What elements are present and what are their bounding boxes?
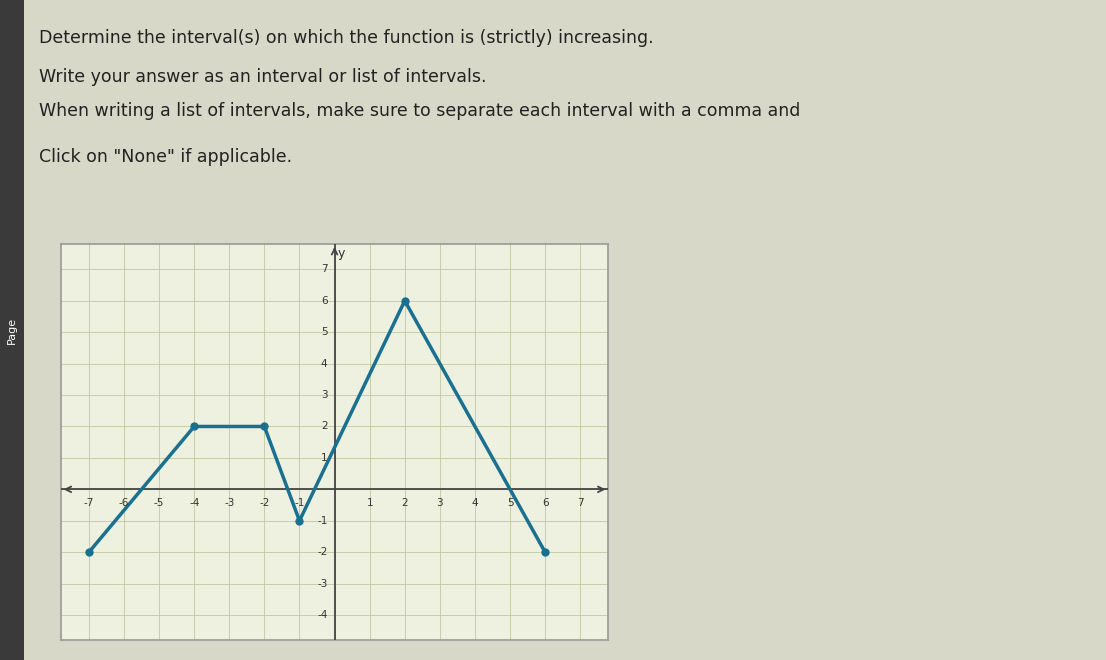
Text: -7: -7 [84,498,94,508]
Text: 3: 3 [321,390,327,400]
Text: 5: 5 [321,327,327,337]
Text: y: y [337,248,345,260]
Text: -3: -3 [317,579,327,589]
Text: -2: -2 [259,498,270,508]
Text: -4: -4 [317,610,327,620]
Text: -4: -4 [189,498,199,508]
Text: -3: -3 [225,498,234,508]
Text: When writing a list of intervals, make sure to separate each interval with a com: When writing a list of intervals, make s… [39,102,800,119]
Text: 6: 6 [542,498,549,508]
Text: -1: -1 [294,498,304,508]
Text: 2: 2 [401,498,408,508]
Text: Page: Page [7,316,18,344]
Text: 6: 6 [321,296,327,306]
Text: Determine the interval(s) on which the function is (strictly) increasing.: Determine the interval(s) on which the f… [39,29,654,47]
Text: 4: 4 [321,358,327,369]
Text: Click on "None" if applicable.: Click on "None" if applicable. [39,148,292,166]
Text: 7: 7 [321,265,327,275]
Text: -1: -1 [317,515,327,526]
Text: 7: 7 [577,498,584,508]
Text: Write your answer as an interval or list of intervals.: Write your answer as an interval or list… [39,69,487,86]
Text: 1: 1 [366,498,373,508]
Text: 1: 1 [321,453,327,463]
Text: 4: 4 [471,498,478,508]
Text: -6: -6 [118,498,129,508]
Text: -5: -5 [154,498,165,508]
Text: -2: -2 [317,547,327,557]
Text: 2: 2 [321,422,327,432]
Text: 5: 5 [507,498,513,508]
Text: 3: 3 [437,498,444,508]
